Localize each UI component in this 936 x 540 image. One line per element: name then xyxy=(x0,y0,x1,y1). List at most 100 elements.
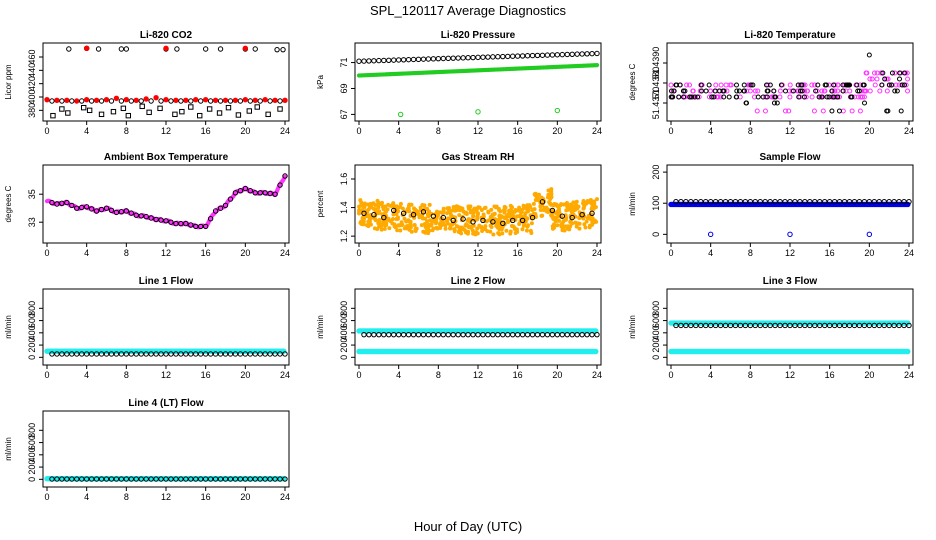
data-point xyxy=(98,98,105,104)
x-tick-label: 12 xyxy=(473,370,483,380)
data-point xyxy=(423,216,428,221)
data-point xyxy=(490,54,496,60)
data-point xyxy=(483,227,488,232)
data-point xyxy=(488,229,493,234)
data-point xyxy=(904,70,910,76)
data-point xyxy=(881,198,887,205)
data-point xyxy=(536,198,541,203)
data-point xyxy=(222,351,229,357)
data-point xyxy=(479,225,484,230)
data-point xyxy=(711,94,717,100)
data-point xyxy=(450,55,456,61)
data-point xyxy=(247,188,253,194)
data-point xyxy=(398,201,403,206)
x-tick-label: 12 xyxy=(473,126,483,136)
data-point xyxy=(212,208,219,214)
data-point xyxy=(202,96,209,103)
data-point xyxy=(797,198,803,205)
panel-ylabel: Licor ppm xyxy=(4,64,13,99)
data-point xyxy=(128,98,134,104)
data-point xyxy=(148,98,154,104)
x-tick-label: 20 xyxy=(864,126,874,136)
data-point xyxy=(570,204,575,209)
data-point xyxy=(267,98,273,104)
data-point xyxy=(383,222,388,227)
data-point xyxy=(108,98,115,104)
data-point xyxy=(252,97,258,104)
data-point xyxy=(799,88,805,94)
data-point xyxy=(712,88,718,94)
data-point xyxy=(574,224,579,229)
data-point xyxy=(787,231,793,238)
data-point xyxy=(734,88,740,94)
data-point xyxy=(394,216,399,221)
data-point xyxy=(851,198,858,205)
data-point xyxy=(50,112,56,119)
x-tick-label: 12 xyxy=(785,370,795,380)
data-point xyxy=(198,223,204,230)
data-point xyxy=(803,94,809,100)
data-point xyxy=(457,213,462,218)
data-point xyxy=(777,198,783,205)
y-tick-label: 600 xyxy=(339,313,349,328)
data-point xyxy=(113,351,120,357)
data-point xyxy=(892,70,898,76)
data-point xyxy=(589,210,595,216)
data-point xyxy=(143,213,149,220)
data-point xyxy=(118,351,125,357)
data-point xyxy=(410,56,417,63)
data-point xyxy=(125,112,132,119)
data-point xyxy=(525,209,530,214)
data-point xyxy=(118,98,125,104)
panel-ylabel: ml/min xyxy=(316,315,325,339)
data-point xyxy=(574,199,579,204)
y-tick-label: 460 xyxy=(27,49,37,64)
data-point xyxy=(703,198,709,205)
data-point xyxy=(539,195,544,200)
data-point xyxy=(88,351,95,357)
data-point xyxy=(695,94,701,100)
x-tick-label: 24 xyxy=(280,492,290,502)
data-point xyxy=(410,212,417,218)
y-tick-label: 51.4370 xyxy=(651,87,661,120)
data-point xyxy=(143,96,149,102)
data-point xyxy=(504,228,509,233)
data-point xyxy=(500,225,505,230)
x-tick-label: 16 xyxy=(825,370,835,380)
data-point xyxy=(471,223,476,228)
data-point xyxy=(443,223,448,228)
data-point xyxy=(473,230,478,235)
data-point xyxy=(399,220,404,225)
data-point xyxy=(544,209,549,214)
data-point xyxy=(757,198,763,205)
x-tick-label: 20 xyxy=(864,370,874,380)
data-point xyxy=(235,112,242,118)
data-point xyxy=(727,198,734,205)
y-tick-label: 100 xyxy=(651,196,661,211)
data-point xyxy=(103,96,110,103)
x-tick-label: 20 xyxy=(864,248,874,258)
data-point xyxy=(95,46,102,52)
x-tick-label: 8 xyxy=(436,126,441,136)
data-point xyxy=(242,96,249,103)
data-point xyxy=(197,112,203,119)
data-point xyxy=(588,200,593,205)
data-point xyxy=(692,94,698,100)
data-point xyxy=(143,351,149,357)
x-tick-label: 20 xyxy=(552,370,562,380)
y-tick-label: 0 xyxy=(651,355,661,360)
data-point xyxy=(721,94,727,100)
data-point xyxy=(833,94,839,100)
data-point xyxy=(718,82,724,88)
data-point xyxy=(440,55,446,62)
data-point xyxy=(480,54,486,60)
data-point xyxy=(560,226,565,231)
data-point xyxy=(59,106,65,112)
chart-panel: Li-820 Pressure kPa 0 4 8 12 16 20 24 67 69 71 xyxy=(316,30,602,136)
x-tick-label: 0 xyxy=(356,126,361,136)
data-point xyxy=(867,88,873,94)
data-point xyxy=(524,53,531,59)
data-point xyxy=(584,51,590,57)
data-point xyxy=(737,198,744,205)
data-point xyxy=(886,198,892,205)
